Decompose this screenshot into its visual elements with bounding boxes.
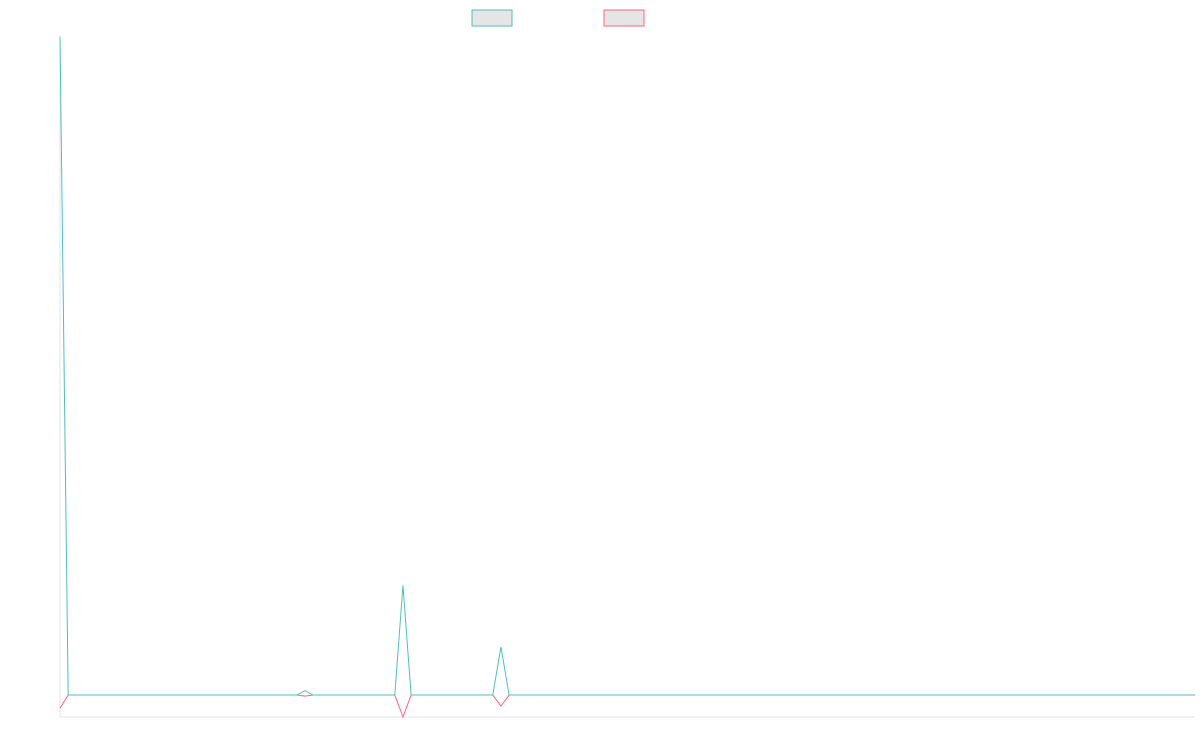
series-line-1	[59, 36, 1195, 696]
legend-swatch-1[interactable]	[471, 9, 513, 27]
series-layer	[59, 36, 1195, 719]
legend-swatch-2[interactable]	[603, 9, 645, 27]
series-line-2	[59, 694, 1195, 719]
legend	[471, 9, 645, 27]
axes	[59, 35, 1195, 718]
